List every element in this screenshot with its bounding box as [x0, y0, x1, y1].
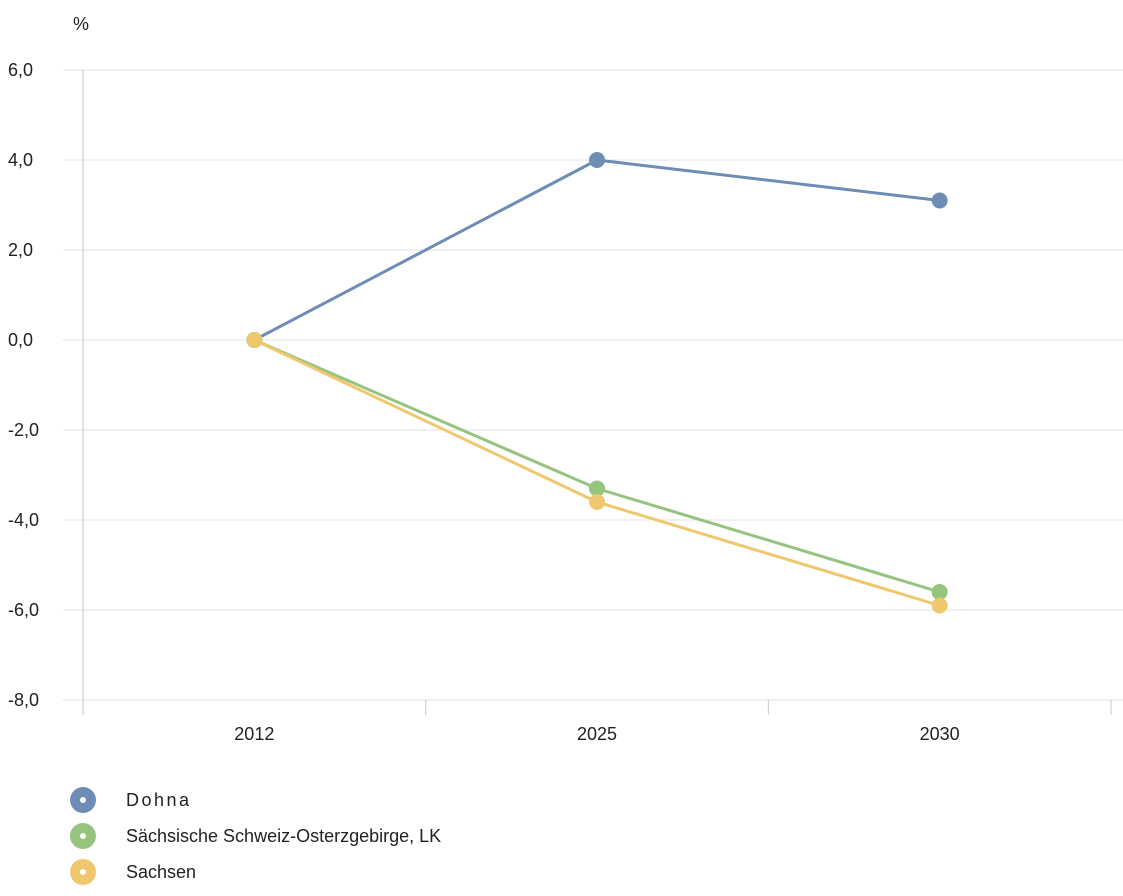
data-point-2-0: [246, 332, 263, 348]
legend-marker-landkreis: [70, 823, 96, 849]
x-tick-label: 2025: [577, 724, 617, 744]
y-axis-ticks: 6,0 4,0 2,0 0,0 -2,0 -4,0 -6,0 -8,0: [8, 60, 39, 710]
legend-marker-sachsen: [70, 859, 96, 885]
legend-label-dohna: Dohna: [126, 789, 192, 810]
y-tick-label: -4,0: [8, 510, 39, 530]
series-line-2: [253, 338, 941, 607]
y-tick-label: 0,0: [8, 330, 33, 350]
legend-item-dohna[interactable]: Dohna: [70, 783, 441, 817]
legend-item-sachsen[interactable]: Sachsen: [70, 855, 441, 889]
y-tick-label: 4,0: [8, 150, 33, 170]
legend-label-landkreis: Sächsische Schweiz-Osterzgebirge, LK: [126, 825, 442, 846]
data-point-0-1: [589, 152, 605, 168]
legend-marker-dohna: [70, 787, 96, 813]
data-point-2-2: [931, 597, 948, 614]
axes: [82, 70, 1112, 715]
legend: Dohna Sächsische Schweiz-Osterzgebirge, …: [70, 783, 441, 891]
y-tick-label: 2,0: [8, 240, 33, 260]
y-axis-unit-label: %: [73, 14, 89, 34]
legend-label-sachsen: Sachsen: [126, 861, 197, 882]
series-line-1: [253, 338, 941, 594]
x-axis-ticks: 2012 2025 2030: [234, 724, 959, 744]
data-point-1-1: [589, 480, 605, 497]
data-point-0-2: [931, 192, 948, 209]
legend-item-landkreis[interactable]: Sächsische Schweiz-Osterzgebirge, LK: [70, 819, 441, 853]
y-tick-label: -2,0: [8, 420, 39, 440]
data-point-2-1: [589, 494, 605, 510]
x-tick-label: 2012: [234, 724, 274, 744]
x-tick-label: 2030: [920, 724, 960, 744]
data-points: [246, 152, 948, 614]
gridlines: [63, 69, 1123, 701]
y-tick-label: 6,0: [8, 60, 33, 80]
series-lines: [253, 158, 941, 607]
y-tick-label: -8,0: [8, 690, 39, 710]
data-point-1-2: [931, 584, 948, 600]
y-tick-label: -6,0: [8, 600, 39, 620]
line-chart: % 6,04,02,00,0-2,0-4,0-6,0-8,0 2012 2025 2…: [8, 14, 1123, 744]
